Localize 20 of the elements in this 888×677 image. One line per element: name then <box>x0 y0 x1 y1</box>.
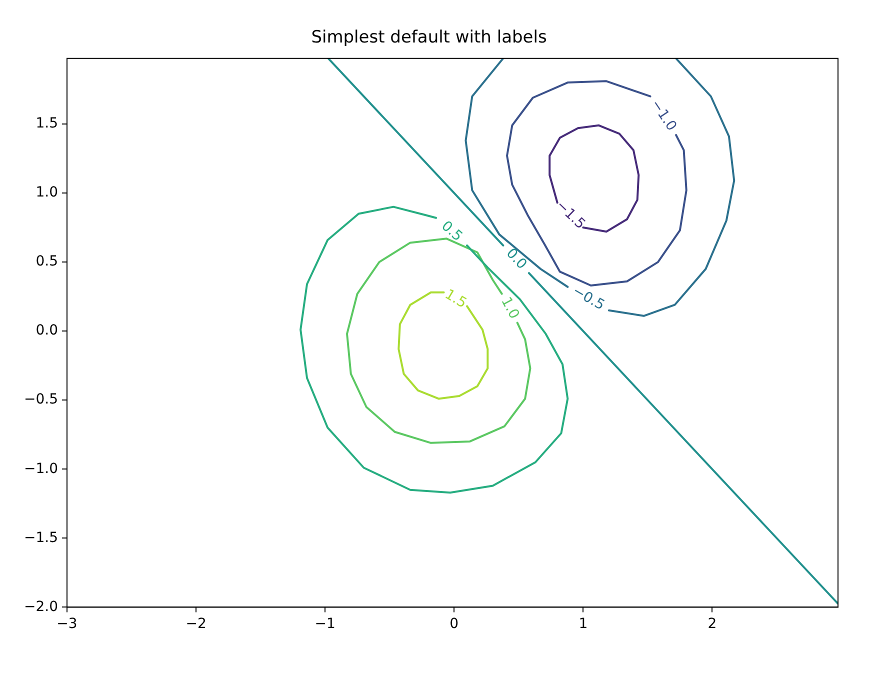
x-tick-label: 0 <box>450 616 459 632</box>
chart-title: Simplest default with labels <box>311 28 547 48</box>
x-tick-label: −3 <box>56 616 78 632</box>
y-tick-label: 0.0 <box>36 322 58 339</box>
x-tick-label: −2 <box>186 616 206 632</box>
x-tick-label: 2 <box>708 616 717 632</box>
y-tick-label: 0.5 <box>36 254 58 270</box>
y-tick-label: 1.0 <box>36 184 58 201</box>
y-tick-label: −1.0 <box>24 460 58 477</box>
y-tick-label: −2.0 <box>24 598 58 615</box>
text: 1.0 <box>498 294 522 322</box>
text: 0.0 <box>502 245 530 273</box>
y-tick-label: −1.5 <box>24 530 58 546</box>
text: −0.5 <box>570 282 608 314</box>
y-tick-label: 1.5 <box>36 116 58 132</box>
text: 1.5 <box>442 286 470 312</box>
y-tick-label: −0.5 <box>24 392 58 408</box>
x-tick-label: −1 <box>314 616 336 632</box>
text: 0.5 <box>438 218 466 245</box>
x-tick-label: 1 <box>578 616 588 632</box>
